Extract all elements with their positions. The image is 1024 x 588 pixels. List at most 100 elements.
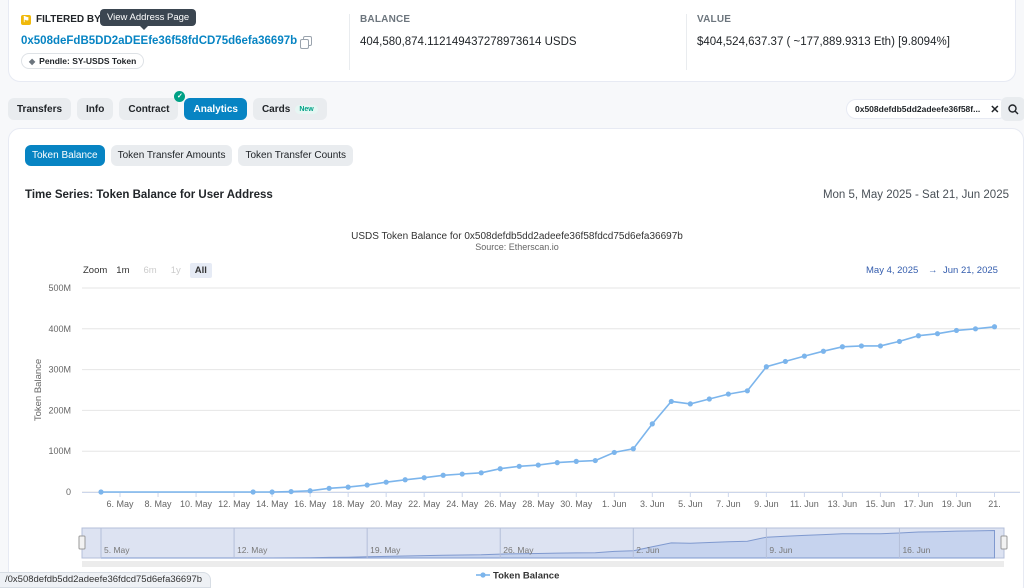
subtab-token-transfer-amounts[interactable]: Token Transfer Amounts — [110, 145, 233, 166]
zoom-6m-button[interactable]: 6m — [143, 265, 157, 276]
tab-info[interactable]: Info — [77, 98, 114, 120]
data-point — [573, 458, 579, 464]
navigator-label: 2. Jun — [636, 545, 659, 555]
navigator-right-handle[interactable] — [1000, 535, 1008, 550]
x-tick-label: 13. Jun — [828, 499, 858, 509]
legend-marker — [480, 572, 486, 578]
x-tick-label: 7. Jun — [716, 499, 741, 509]
navigator-scrollbar[interactable] — [82, 561, 1004, 567]
data-point — [554, 460, 560, 466]
navigator-label: 26. May — [503, 545, 534, 555]
navigator-label: 5. May — [104, 545, 130, 555]
data-point — [877, 343, 884, 349]
navigator-left-handle[interactable] — [78, 535, 86, 550]
data-point — [744, 388, 750, 394]
name-tag-label: Pendle: SY-USDS Token — [39, 56, 137, 66]
copy-icon[interactable] — [300, 36, 313, 49]
value-column: VALUE $404,524,637.37 ( ~177,889.9313 Et… — [686, 14, 950, 70]
balance-value: 404,580,874.112149437278973614 USDS — [360, 36, 577, 48]
data-point — [687, 401, 693, 407]
x-tick-label: 6. May — [107, 499, 135, 509]
data-point — [535, 462, 541, 468]
data-point — [668, 398, 674, 405]
address-row: 0x508deFdB5DD2aDEEfe36f58fdCD75d6efa3669… — [21, 35, 313, 49]
data-point — [516, 463, 522, 469]
data-point — [972, 326, 979, 332]
analytics-subtabs: Token Balance Token Transfer Amounts Tok… — [25, 145, 354, 166]
name-tag[interactable]: ◆ Pendle: SY-USDS Token — [21, 53, 145, 69]
new-badge: New — [295, 104, 318, 114]
data-point — [801, 353, 807, 359]
x-tick-label: 19. Jun — [942, 499, 972, 509]
data-point — [858, 343, 865, 349]
data-point — [611, 449, 617, 456]
navigator-series — [101, 529, 996, 559]
x-tick-label: 30. May — [560, 499, 593, 509]
data-point — [440, 472, 446, 478]
tab-label: Contract — [128, 103, 170, 115]
x-tick-label: 9. Jun — [754, 499, 779, 509]
data-point — [250, 489, 256, 495]
data-point — [288, 488, 294, 495]
data-point — [706, 396, 712, 402]
x-tick-label: 1. Jun — [602, 499, 627, 509]
zoom-label: Zoom — [83, 265, 108, 276]
tab-contract[interactable]: Contract ✓ — [119, 91, 186, 120]
navigator-label: 9. Jun — [769, 545, 792, 555]
legend-item-token-balance[interactable]: Token Balance — [493, 571, 559, 582]
data-point — [763, 364, 769, 370]
data-point — [497, 466, 503, 472]
y-tick-label: 400M — [48, 324, 71, 334]
x-tick-label: 12. May — [218, 499, 251, 509]
holder-address-link[interactable]: 0x508deFdB5DD2aDEEfe36f58fdCD75d6efa3669… — [21, 35, 298, 47]
data-point — [592, 457, 598, 464]
main-tabs: Transfers Info Contract ✓ Analytics Cards… — [8, 91, 327, 120]
zoom-all-button[interactable]: All — [189, 263, 212, 278]
tab-label: Info — [86, 103, 105, 115]
status-url-pill: /0x508defdb5dd2adeefe36fdcd75d6efa36697b — [0, 572, 212, 588]
x-tick-label: 20. May — [370, 499, 403, 509]
range-arrow: → — [928, 265, 938, 276]
section-title: Time Series: Token Balance for User Addr… — [25, 189, 273, 201]
data-point — [839, 344, 846, 350]
data-point — [459, 471, 465, 477]
search-button[interactable] — [1001, 97, 1024, 121]
verified-check-icon: ✓ — [174, 91, 186, 102]
tab-transfers[interactable]: Transfers — [8, 98, 72, 120]
y-tick-label: 300M — [48, 365, 71, 375]
x-tick-label: 15. Jun — [866, 499, 896, 509]
series-line-token-balance — [101, 326, 995, 493]
zoom-1m-button[interactable]: 1m — [116, 265, 130, 276]
subtab-token-balance[interactable]: Token Balance — [25, 145, 105, 166]
tab-analytics[interactable]: Analytics — [184, 98, 247, 120]
value-value: $404,524,637.37 ( ~177,889.9313 Eth) [9.… — [697, 36, 950, 48]
close-icon[interactable]: ✕ — [990, 103, 1000, 116]
tab-cards[interactable]: Cards New — [252, 98, 327, 120]
tab-label: Cards — [261, 103, 291, 115]
navigator-label: 19. May — [370, 545, 401, 555]
data-point — [326, 485, 332, 491]
tab-label: Transfers — [17, 103, 63, 115]
data-point — [345, 484, 351, 490]
x-tick-label: 18. May — [332, 499, 365, 509]
x-tick-label: 24. May — [446, 499, 479, 509]
balance-column: BALANCE 404,580,874.112149437278973614 U… — [349, 14, 577, 70]
range-to-input[interactable]: Jun 21, 2025 — [943, 265, 998, 276]
data-point — [478, 470, 484, 476]
zoom-1y-button[interactable]: 1y — [170, 265, 181, 276]
data-point — [725, 391, 731, 397]
data-point — [649, 421, 655, 427]
token-holder-icon: ⚑ — [21, 14, 31, 25]
x-tick-label: 5. Jun — [678, 499, 703, 509]
date-range: Mon 5, May 2025 - Sat 21, Jun 2025 — [822, 189, 1009, 201]
range-from-input[interactable]: May 4, 2025 — [866, 265, 919, 276]
data-point — [630, 446, 636, 452]
x-tick-label: 14. May — [256, 499, 289, 509]
analytics-card: Token Balance Token Transfer Amounts Tok… — [8, 128, 1024, 588]
address-tooltip: View Address Page — [100, 9, 197, 30]
subtab-token-transfer-counts[interactable]: Token Transfer Counts — [238, 145, 354, 166]
tag-icon: ◆ — [29, 56, 36, 66]
data-point — [953, 327, 960, 334]
x-tick-label: 26. May — [484, 499, 517, 509]
